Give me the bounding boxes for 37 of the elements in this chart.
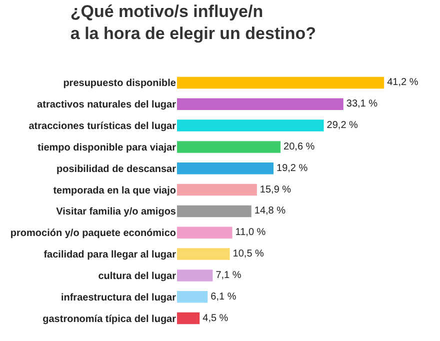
- bar: [177, 162, 274, 174]
- bar: [177, 248, 230, 260]
- y-tick-label: promoción y/o paquete económico: [10, 228, 176, 240]
- data-label: 15,9 %: [260, 184, 292, 196]
- chart-title: ¿Qué motivo/s influye/n a la hora de elegir un destino?: [70, 2, 316, 44]
- bar: [177, 290, 208, 303]
- data-label: 6,1 %: [210, 291, 236, 302]
- y-tick-label: gastronomía típica del lugar: [42, 314, 176, 325]
- y-tick-label: infraestructura del lugar: [60, 292, 176, 304]
- data-label: 19,2 %: [276, 162, 308, 174]
- y-tick-label: temporada en la que viajo: [53, 185, 176, 196]
- data-label: 29,2 %: [326, 120, 358, 132]
- bar: [177, 120, 324, 132]
- y-tick-label: presupuesto disponible: [63, 78, 176, 90]
- data-label: 20,6 %: [284, 141, 315, 152]
- y-tick-label: cultura del lugar: [98, 270, 176, 282]
- y-tick-label: posibilidad de descansar: [56, 164, 176, 175]
- bar: [177, 312, 200, 324]
- bar: [177, 184, 257, 196]
- bar: [177, 141, 281, 153]
- data-label: 7,1 %: [216, 270, 242, 281]
- bar: [177, 270, 213, 282]
- data-label: 41,2 %: [387, 77, 418, 88]
- y-tick-label: facilidad para llegar al lugar: [44, 250, 176, 261]
- bar: [177, 76, 384, 89]
- data-label: 10,5 %: [232, 248, 264, 260]
- bar: [177, 98, 344, 110]
- data-label: 11,0 %: [235, 227, 266, 238]
- bar: [177, 205, 252, 218]
- data-label: 14,8 %: [254, 206, 286, 217]
- data-label: 4,5 %: [202, 312, 228, 324]
- y-tick-label: atractivos naturales del lugar: [37, 100, 176, 111]
- y-tick-label: atracciones turísticas del lugar: [28, 121, 176, 132]
- bar: [177, 226, 232, 239]
- data-label: 33,1 %: [346, 98, 378, 110]
- y-tick-label: Visitar familia y/o amigos: [56, 206, 176, 218]
- y-tick-label: tiempo disponible para viajar: [38, 142, 176, 154]
